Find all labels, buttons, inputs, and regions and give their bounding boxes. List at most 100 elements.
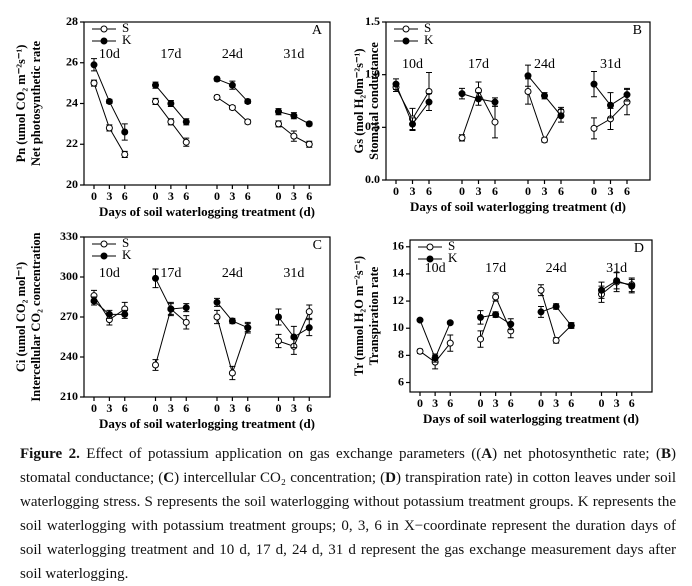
- data-point: [492, 293, 500, 301]
- data-point: [182, 118, 190, 126]
- group-label: 17d: [485, 261, 506, 276]
- data-point: [228, 317, 236, 325]
- data-point: [598, 286, 605, 294]
- caption-text: Effect of potassium application on gas e…: [79, 446, 482, 462]
- series-line: [540, 290, 572, 342]
- group-label: 31d: [606, 261, 627, 276]
- plot-frame: [385, 21, 651, 181]
- x-axis-label: Days of soil waterlogging treatment (d): [423, 411, 639, 426]
- data-point: [213, 313, 221, 321]
- data-point: [105, 97, 113, 105]
- y-tick-label: 24: [66, 95, 78, 109]
- x-tick-label: 6: [447, 396, 453, 410]
- x-tick-label: 0: [91, 401, 97, 415]
- data-point: [244, 118, 252, 126]
- data-point: [152, 97, 159, 105]
- x-tick-label: 3: [432, 396, 438, 410]
- data-point: [492, 311, 500, 319]
- legend-marker: [100, 37, 108, 45]
- data-point: [105, 310, 113, 318]
- x-tick-label: 6: [508, 396, 514, 410]
- y-axis-label: Ci (umol CO₂ mol⁻¹): [14, 262, 28, 372]
- x-axis-label: Days of soil waterlogging treatment (d): [410, 199, 626, 214]
- data-point: [182, 138, 190, 146]
- data-point: [152, 81, 159, 89]
- data-point: [90, 79, 98, 87]
- data-point: [275, 120, 282, 128]
- data-point: [121, 310, 129, 318]
- data-point: [90, 61, 98, 69]
- data-point: [392, 80, 400, 88]
- x-tick-label: 0: [153, 401, 159, 415]
- caption-text: ) net photosynthetic rate; (: [492, 446, 661, 462]
- group-label: 17d: [160, 266, 181, 281]
- x-tick-label: 0: [276, 401, 282, 415]
- data-point: [228, 104, 236, 112]
- x-tick-label: 0: [591, 184, 597, 198]
- x-tick-label: 3: [553, 396, 559, 410]
- data-point: [552, 336, 560, 344]
- legend-marker: [402, 25, 410, 33]
- x-tick-label: 6: [629, 396, 635, 410]
- x-tick-label: 3: [291, 189, 297, 203]
- group-label: 10d: [99, 47, 120, 62]
- y-tick-label: 330: [60, 229, 78, 243]
- group-label: 24d: [534, 57, 555, 72]
- x-tick-label: 6: [183, 189, 189, 203]
- y-axis-label: Net photosynthetic rate: [29, 41, 43, 166]
- data-point: [524, 88, 532, 96]
- data-point: [305, 120, 313, 128]
- x-tick-label: 6: [492, 184, 498, 198]
- y-tick-label: 240: [60, 349, 78, 363]
- legend-marker: [100, 252, 108, 260]
- data-point: [182, 318, 190, 326]
- data-point: [121, 150, 129, 158]
- y-axis-label: Gs (mol H₂0m⁻²s⁻¹): [352, 49, 366, 154]
- x-tick-label: 0: [478, 396, 484, 410]
- data-point: [590, 124, 598, 132]
- data-point: [477, 335, 484, 343]
- caption-text: ) intercellular CO₂ concentration; (: [174, 470, 386, 486]
- data-point: [475, 95, 482, 103]
- y-tick-label: 1.5: [365, 14, 380, 28]
- legend-label: S: [122, 235, 129, 250]
- group-label: 31d: [600, 57, 621, 72]
- x-tick-label: 3: [291, 401, 297, 415]
- y-tick-label: 270: [60, 309, 78, 323]
- data-point: [167, 305, 175, 313]
- x-tick-label: 6: [568, 396, 574, 410]
- x-tick-label: 6: [426, 184, 432, 198]
- panel-label: B: [633, 23, 642, 38]
- data-point: [305, 324, 313, 332]
- data-point: [90, 297, 98, 305]
- data-point: [477, 313, 484, 321]
- data-point: [305, 308, 313, 316]
- data-point: [623, 91, 631, 99]
- x-tick-label: 0: [393, 184, 399, 198]
- x-tick-label: 0: [214, 189, 220, 203]
- y-tick-label: 0.0: [365, 172, 380, 186]
- x-tick-label: 3: [229, 401, 235, 415]
- x-tick-label: 0: [153, 189, 159, 203]
- data-point: [409, 120, 416, 128]
- legend-marker: [402, 37, 410, 45]
- data-point: [552, 303, 560, 310]
- legend-label: K: [122, 32, 132, 47]
- group-label: 17d: [468, 57, 489, 72]
- y-axis-label: Transpiration rate: [367, 266, 381, 365]
- x-tick-label: 6: [558, 184, 564, 198]
- data-point: [541, 136, 548, 144]
- y-axis-label: Intercellular CO₂ concentration: [29, 232, 43, 401]
- legend-marker: [100, 25, 108, 33]
- caption-text: C: [163, 470, 175, 486]
- data-point: [416, 316, 424, 324]
- x-tick-label: 0: [538, 396, 544, 410]
- data-point: [458, 90, 466, 98]
- legend-label: K: [424, 32, 434, 47]
- y-tick-label: 12: [392, 293, 404, 307]
- data-point: [416, 347, 424, 355]
- data-point: [228, 81, 236, 89]
- y-tick-label: 16: [392, 239, 404, 253]
